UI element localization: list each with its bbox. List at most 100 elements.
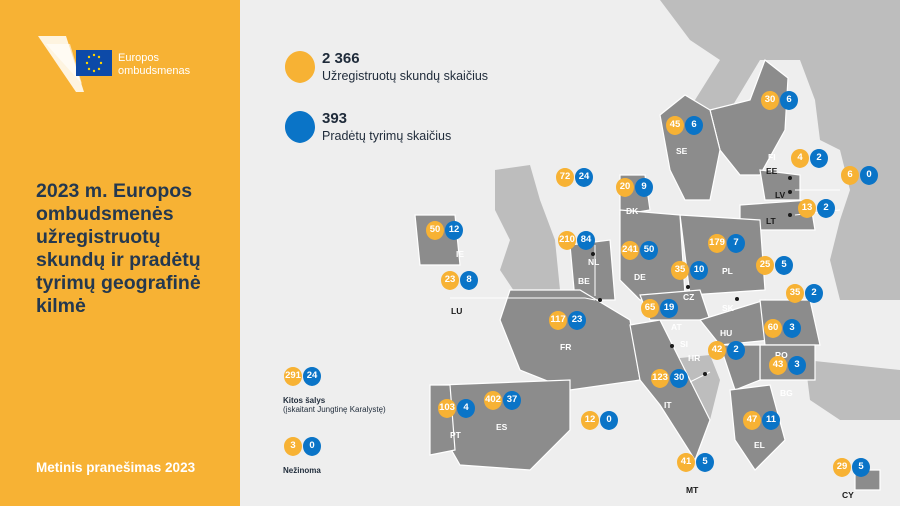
- complaints-pin-sk: 25: [755, 255, 775, 283]
- inquiries-pin-fr: 23: [567, 310, 587, 338]
- inquiries-pin-es: 37: [502, 390, 522, 418]
- other-inquiries-pin: 24: [302, 366, 322, 394]
- inquiries-pin-se-value: 6: [691, 119, 697, 130]
- inquiries-pin-ee-value: 2: [816, 152, 822, 163]
- complaints-pin-be-value: 210: [559, 234, 575, 245]
- inquiries-pin-lt: 2: [816, 198, 836, 226]
- inquiries-pin-be: 84: [576, 230, 596, 258]
- complaints-pin-lu-value: 23: [444, 274, 456, 285]
- legend-complaints-total: 2 366: [322, 50, 360, 67]
- inquiries-pin-lu-value: 8: [466, 274, 472, 285]
- country-code-it: IT: [664, 400, 672, 410]
- complaints-pin-hu: 35: [785, 283, 805, 311]
- unknown-label: Nežinoma: [283, 466, 321, 475]
- country-code-fr: FR: [560, 342, 572, 352]
- inquiries-pin-fi-value: 6: [786, 94, 792, 105]
- complaints-pin-pt: 103: [437, 398, 457, 426]
- unknown-inquiries-pin-value: 0: [309, 440, 315, 451]
- complaints-pin-bg: 43: [768, 355, 788, 383]
- complaints-pin-fr-value: 117: [550, 314, 566, 325]
- inquiries-pin-lu: 8: [459, 270, 479, 298]
- inquiries-pin-ie-value: 12: [448, 224, 460, 235]
- complaints-pin-el-value: 47: [746, 414, 758, 425]
- complaints-pin-pl: 179: [707, 233, 727, 261]
- complaints-pin-pt-value: 103: [439, 402, 455, 413]
- other-inquiries-pin-value: 24: [306, 370, 318, 381]
- inquiries-pin-bg-value: 3: [794, 359, 800, 370]
- inquiries-pin-hu: 2: [804, 283, 824, 311]
- country-code-el: EL: [754, 440, 765, 450]
- inquiries-pin-nl: 24: [574, 167, 594, 195]
- complaints-pin-si-value: 12: [584, 414, 596, 425]
- complaints-pin-ee: 4: [790, 148, 810, 176]
- other-label: Kitos šalys: [283, 396, 326, 405]
- complaints-pin-it-value: 123: [652, 372, 668, 383]
- inquiries-pin-nl-value: 24: [578, 171, 590, 182]
- complaints-pin-es-value: 402: [485, 394, 501, 405]
- complaints-pin-hr: 42: [707, 340, 727, 368]
- inquiries-pin-pl-value: 7: [733, 237, 739, 248]
- country-code-bg: BG: [780, 388, 793, 398]
- country-code-mt: MT: [686, 485, 699, 495]
- legend-complaints-pin: [283, 50, 317, 96]
- country-code-si: SI: [680, 339, 689, 349]
- inquiries-pin-si: 0: [599, 410, 619, 438]
- inquiries-pin-dk: 9: [634, 177, 654, 205]
- inquiries-pin-el: 11: [761, 410, 781, 438]
- complaints-pin-at-value: 65: [644, 302, 656, 313]
- complaints-pin-bg-value: 43: [772, 359, 784, 370]
- complaints-pin-cy-value: 29: [836, 461, 848, 472]
- complaints-pin-sk-value: 25: [759, 259, 771, 270]
- inquiries-pin-bg: 3: [787, 355, 807, 383]
- complaints-pin-nl: 72: [555, 167, 575, 195]
- inquiries-pin-de-value: 50: [643, 244, 655, 255]
- country-code-fi: FI: [768, 152, 776, 162]
- country-code-lu: LU: [451, 306, 463, 316]
- inquiries-pin-cy-value: 5: [858, 461, 864, 472]
- country-code-nl: NL: [588, 257, 600, 267]
- complaints-pin-de-value: 241: [622, 244, 638, 255]
- complaints-pin-mt: 41: [676, 452, 696, 480]
- inquiries-pin-ie: 12: [444, 220, 464, 248]
- unknown-complaints-pin-value: 3: [290, 440, 296, 451]
- other-complaints-pin: 291: [283, 366, 303, 394]
- complaints-pin-ie: 50: [425, 220, 445, 248]
- legend-inquiries-pin: [283, 110, 317, 156]
- inquiries-pin-it-value: 30: [673, 372, 685, 383]
- brand-line-2: ombudsmenas: [118, 65, 191, 77]
- complaints-pin-mt-value: 41: [680, 456, 692, 467]
- complaints-pin-lv: 6: [840, 165, 860, 193]
- complaints-pin-lv-value: 6: [847, 169, 853, 180]
- inquiries-pin-at-value: 19: [663, 302, 675, 313]
- country-code-pt: PT: [450, 430, 461, 440]
- complaints-pin-de: 241: [620, 240, 640, 268]
- inquiries-pin-at: 19: [659, 298, 679, 326]
- complaints-pin-cz: 35: [670, 260, 690, 288]
- complaints-pin-dk: 20: [615, 177, 635, 205]
- inquiries-pin-sk: 5: [774, 255, 794, 283]
- page-title: 2023 m. Europos ombudsmenės užregistruot…: [36, 180, 231, 318]
- brand-name: Europos ombudsmenas: [118, 52, 228, 78]
- title-line: skundų ir pradėtų: [36, 249, 201, 271]
- complaints-pin-at: 65: [640, 298, 660, 326]
- other-sublabel: (įskaitant Jungtinę Karalystę): [283, 405, 386, 414]
- inquiries-pin-lv-value: 0: [866, 169, 872, 180]
- inquiries-pin-pt-value: 4: [463, 402, 469, 413]
- title-line: 2023 m. Europos: [36, 180, 193, 202]
- complaints-pin-se-value: 45: [669, 119, 681, 130]
- eu-land: [414, 59, 881, 491]
- report-footer: Metinis pranešimas 2023: [36, 460, 196, 475]
- complaints-pin-ro-value: 60: [767, 322, 779, 333]
- inquiries-pin-pl: 7: [726, 233, 746, 261]
- complaints-pin-cy: 29: [832, 457, 852, 485]
- country-code-lv: LV: [775, 190, 786, 200]
- complaints-pin-be: 210: [557, 230, 577, 258]
- complaints-pin-it: 123: [650, 368, 670, 396]
- complaints-pin-dk-value: 20: [619, 181, 631, 192]
- complaints-pin-fi: 30: [760, 90, 780, 118]
- inquiries-pin-ro-value: 3: [789, 322, 795, 333]
- other-countries-label: Kitos šalys (įskaitant Jungtinę Karalyst…: [283, 396, 386, 414]
- inquiries-pin-ee: 2: [809, 148, 829, 176]
- inquiries-pin-be-value: 84: [580, 234, 592, 245]
- inquiries-pin-hu-value: 2: [811, 287, 817, 298]
